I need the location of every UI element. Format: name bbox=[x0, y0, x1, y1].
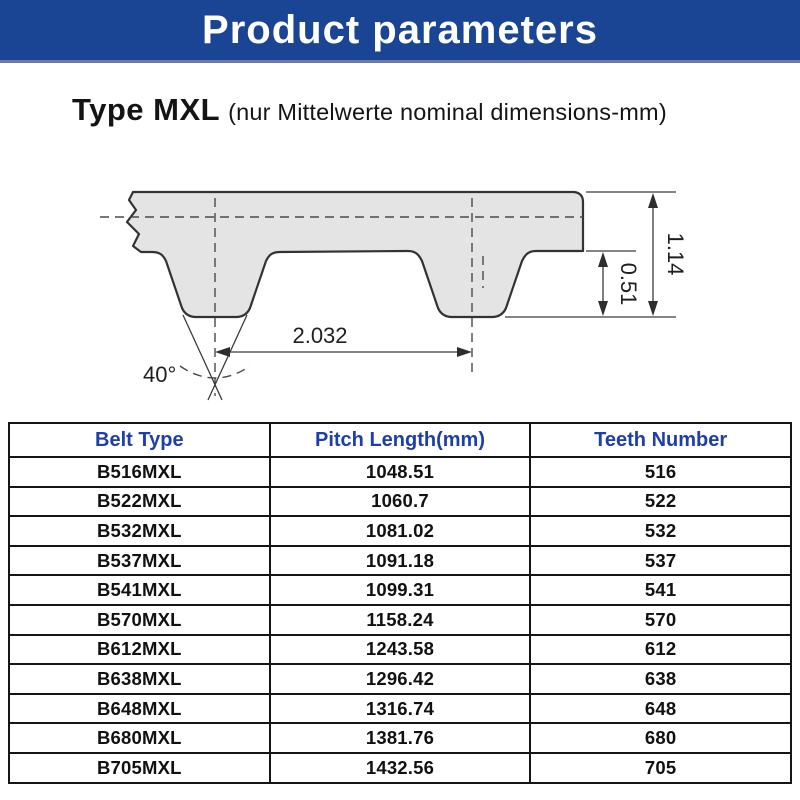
belt-spec-table: Belt Type Pitch Length(mm) Teeth Number … bbox=[8, 422, 792, 784]
angle-arc-dashed bbox=[179, 365, 251, 379]
cell-belt-type: B532MXL bbox=[8, 515, 271, 547]
belt-type-subtitle: (nur Mittelwerte nominal dimensions-mm) bbox=[228, 99, 667, 125]
table-row: B705MXL 1432.56 705 bbox=[8, 751, 792, 784]
belt-cross-section-shape bbox=[125, 190, 585, 319]
pitch-arrow-left bbox=[215, 347, 230, 357]
cell-teeth-number: 532 bbox=[529, 515, 792, 547]
cell-teeth-number: 680 bbox=[529, 722, 792, 754]
total-height-label: 1.14 bbox=[663, 233, 688, 276]
section-heading: Type MXL (nur Mittelwerte nominal dimens… bbox=[72, 92, 667, 128]
cell-belt-type: B516MXL bbox=[8, 456, 271, 488]
table-row: B648MXL 1316.74 648 bbox=[8, 692, 792, 725]
header-banner: Product parameters bbox=[0, 0, 800, 63]
cell-teeth-number: 570 bbox=[529, 603, 792, 636]
table-header-row: Belt Type Pitch Length(mm) Teeth Number bbox=[8, 422, 792, 458]
cell-pitch-length: 1381.76 bbox=[268, 722, 532, 754]
page-title: Product parameters bbox=[202, 7, 598, 52]
cell-pitch-length: 1091.18 bbox=[268, 544, 532, 577]
cell-belt-type: B537MXL bbox=[8, 544, 271, 577]
belt-profile-svg: 40° 2.032 1.14 0.51 bbox=[100, 190, 688, 401]
belt-table-head: Belt Type Pitch Length(mm) Teeth Number bbox=[8, 422, 792, 458]
total-height-arrow-bottom bbox=[648, 301, 658, 316]
cell-belt-type: B522MXL bbox=[8, 485, 271, 518]
cell-belt-type: B541MXL bbox=[8, 574, 271, 606]
table-row: B541MXL 1099.31 541 bbox=[8, 574, 792, 606]
table-row: B532MXL 1081.02 532 bbox=[8, 515, 792, 547]
header-teeth-number: Teeth Number bbox=[529, 422, 792, 458]
cell-belt-type: B680MXL bbox=[8, 722, 271, 754]
cell-pitch-length: 1081.02 bbox=[268, 515, 532, 547]
cell-pitch-length: 1432.56 bbox=[268, 751, 532, 784]
belt-type-title: Type MXL bbox=[72, 92, 221, 127]
cell-belt-type: B638MXL bbox=[8, 663, 271, 695]
cell-belt-type: B648MXL bbox=[8, 692, 271, 725]
cell-pitch-length: 1243.58 bbox=[268, 633, 532, 666]
tooth-angle-label: 40° bbox=[143, 362, 176, 387]
cell-teeth-number: 638 bbox=[529, 663, 792, 695]
table-row: B612MXL 1243.58 612 bbox=[8, 633, 792, 666]
table-row: B570MXL 1158.24 570 bbox=[8, 603, 792, 636]
cell-pitch-length: 1316.74 bbox=[268, 692, 532, 725]
header-pitch-length: Pitch Length(mm) bbox=[268, 422, 532, 458]
cell-teeth-number: 705 bbox=[529, 751, 792, 784]
cell-teeth-number: 516 bbox=[529, 456, 792, 488]
tooth-height-arrow-bottom bbox=[598, 301, 608, 316]
table-row: B522MXL 1060.7 522 bbox=[8, 485, 792, 518]
table-row: B537MXL 1091.18 537 bbox=[8, 544, 792, 577]
pitch-dim-label: 2.032 bbox=[292, 323, 347, 348]
flank-extension-right bbox=[207, 314, 248, 401]
table-row: B680MXL 1381.76 680 bbox=[8, 722, 792, 754]
table-row: B516MXL 1048.51 516 bbox=[8, 456, 792, 488]
total-height-arrow-top bbox=[648, 193, 658, 208]
cell-belt-type: B612MXL bbox=[8, 633, 271, 666]
cell-pitch-length: 1158.24 bbox=[268, 603, 532, 636]
cell-pitch-length: 1060.7 bbox=[268, 485, 532, 518]
cell-teeth-number: 541 bbox=[529, 574, 792, 606]
cell-belt-type: B570MXL bbox=[8, 603, 271, 636]
cell-teeth-number: 648 bbox=[529, 692, 792, 725]
header-belt-type: Belt Type bbox=[8, 422, 271, 458]
cell-pitch-length: 1099.31 bbox=[268, 574, 532, 606]
cell-pitch-length: 1296.42 bbox=[268, 663, 532, 695]
cell-belt-type: B705MXL bbox=[8, 751, 271, 784]
cell-teeth-number: 522 bbox=[529, 485, 792, 518]
cell-teeth-number: 537 bbox=[529, 544, 792, 577]
belt-profile-diagram: 40° 2.032 1.14 0.51 bbox=[80, 160, 740, 415]
belt-table-body: B516MXL 1048.51 516 B522MXL 1060.7 522 B532MXL… bbox=[8, 456, 792, 784]
pitch-arrow-right bbox=[457, 347, 472, 357]
cell-pitch-length: 1048.51 bbox=[268, 456, 532, 488]
tooth-height-label: 0.51 bbox=[616, 263, 641, 306]
cell-teeth-number: 612 bbox=[529, 633, 792, 666]
flank-extension-left bbox=[182, 314, 223, 401]
tooth-height-arrow-top bbox=[598, 252, 608, 267]
table-row: B638MXL 1296.42 638 bbox=[8, 663, 792, 695]
